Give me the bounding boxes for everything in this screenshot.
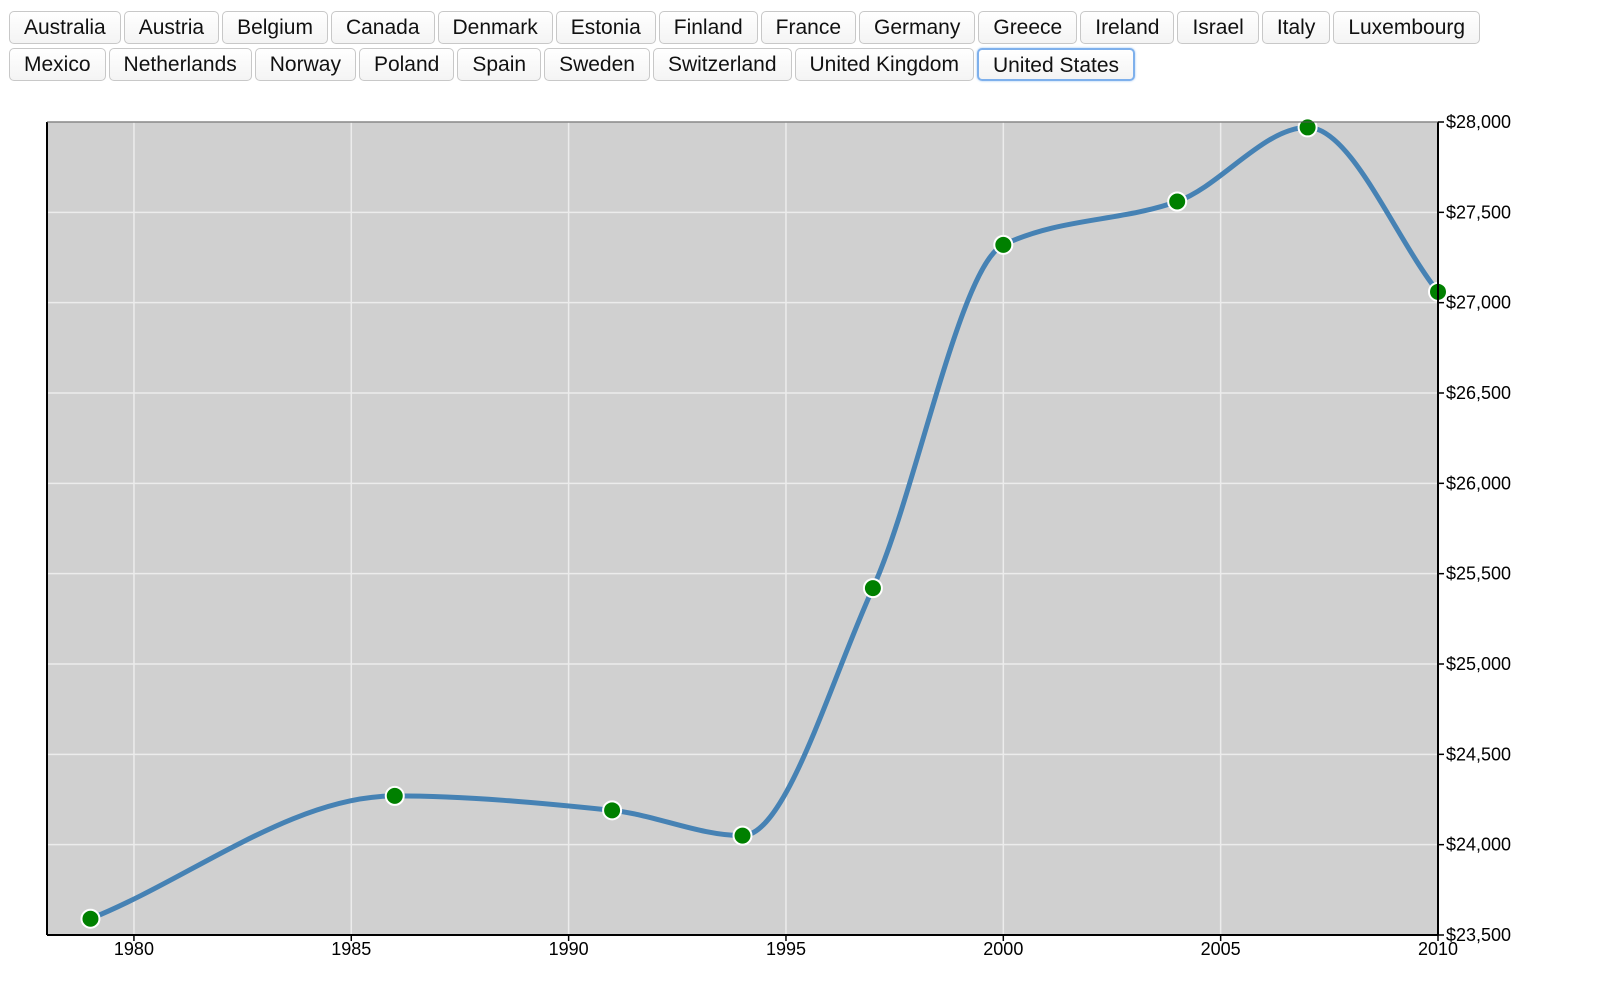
country-button-spain[interactable]: Spain — [457, 48, 542, 81]
x-tick-label: 1985 — [331, 939, 371, 959]
country-button-austria[interactable]: Austria — [123, 11, 220, 44]
data-point[interactable] — [384, 785, 405, 806]
y-tick-label: $28,000 — [1446, 112, 1511, 132]
data-point[interactable] — [80, 908, 101, 929]
x-tick-label: 2010 — [1418, 939, 1458, 959]
y-tick-label: $23,500 — [1446, 925, 1511, 945]
country-button-luxembourg[interactable]: Luxembourg — [1333, 11, 1481, 44]
country-button-switzerland[interactable]: Switzerland — [652, 48, 792, 81]
country-selector: Australia Austria Belgium Canada Denmark Esto… — [9, 11, 1609, 85]
button-row: Mexico Netherlands Norway Poland Spain Sweden… — [9, 48, 1609, 81]
data-point[interactable] — [1167, 191, 1188, 212]
data-point[interactable] — [602, 800, 623, 821]
y-tick-label: $25,000 — [1446, 654, 1511, 674]
country-button-estonia[interactable]: Estonia — [555, 11, 656, 44]
y-tick-label: $27,000 — [1446, 293, 1511, 313]
plot-background — [47, 122, 1438, 935]
country-button-greece[interactable]: Greece — [978, 11, 1078, 44]
country-button-canada[interactable]: Canada — [330, 11, 435, 44]
country-button-denmark[interactable]: Denmark — [437, 11, 553, 44]
country-button-norway[interactable]: Norway — [254, 48, 356, 81]
country-button-ireland[interactable]: Ireland — [1080, 11, 1175, 44]
button-row: Australia Austria Belgium Canada Denmark Esto… — [9, 11, 1609, 44]
data-points — [80, 117, 1448, 929]
country-button-italy[interactable]: Italy — [1261, 11, 1331, 44]
country-button-united-kingdom[interactable]: United Kingdom — [794, 48, 974, 81]
x-tick-label: 2005 — [1201, 939, 1241, 959]
y-tick-label: $24,000 — [1446, 835, 1511, 855]
country-button-israel[interactable]: Israel — [1177, 11, 1259, 44]
data-point[interactable] — [862, 578, 883, 599]
x-tick-label: 1990 — [549, 939, 589, 959]
y-tick-label: $26,500 — [1446, 383, 1511, 403]
country-button-mexico[interactable]: Mexico — [9, 48, 106, 81]
x-tick-label: 2000 — [983, 939, 1023, 959]
data-point[interactable] — [732, 825, 753, 846]
country-button-finland[interactable]: Finland — [658, 11, 758, 44]
x-axis-ticks: 1980 1985 1990 1995 2000 2005 2010 — [114, 935, 1458, 959]
y-tick-label: $27,500 — [1446, 202, 1511, 222]
data-point[interactable] — [993, 234, 1014, 255]
country-button-france[interactable]: France — [760, 11, 856, 44]
y-axis-ticks: $23,500 $24,000 $24,500 $25,000 $25,500 $26,0… — [1438, 112, 1511, 945]
axes — [46, 121, 1439, 936]
y-tick-label: $26,000 — [1446, 473, 1511, 493]
y-tick-label: $24,500 — [1446, 744, 1511, 764]
x-tick-label: 1980 — [114, 939, 154, 959]
x-tick-label: 1995 — [766, 939, 806, 959]
country-button-belgium[interactable]: Belgium — [222, 11, 328, 44]
country-button-netherlands[interactable]: Netherlands — [108, 48, 252, 81]
country-button-poland[interactable]: Poland — [358, 48, 455, 81]
country-button-united-states[interactable]: United States — [976, 48, 1136, 81]
country-button-sweden[interactable]: Sweden — [544, 48, 650, 81]
data-point[interactable] — [1297, 117, 1318, 138]
y-tick-label: $25,500 — [1446, 564, 1511, 584]
country-button-australia[interactable]: Australia — [9, 11, 121, 44]
country-button-germany[interactable]: Germany — [859, 11, 976, 44]
